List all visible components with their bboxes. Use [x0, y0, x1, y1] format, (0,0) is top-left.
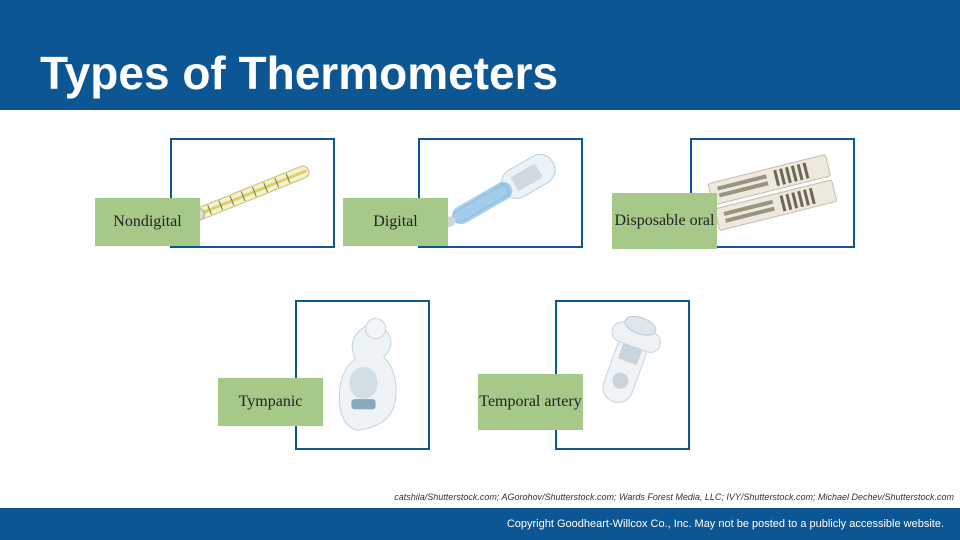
label-tympanic: Tympanic — [218, 378, 323, 426]
copyright-text: Copyright Goodheart-Willcox Co., Inc. Ma… — [507, 518, 944, 530]
footer-bar: Copyright Goodheart-Willcox Co., Inc. Ma… — [0, 508, 960, 540]
tympanic-thermometer-icon — [297, 302, 428, 448]
thermometer-image-tympanic — [295, 300, 430, 450]
label-temporal-artery: Temporal artery — [478, 374, 583, 430]
image-credits: catshila/Shutterstock.com; AGorohov/Shut… — [6, 492, 954, 502]
title-bar: Types of Thermometers — [0, 0, 960, 110]
slide: Types of Thermometers Nondigital — [0, 0, 960, 540]
content-area: Nondigital Digital — [0, 120, 960, 480]
label-disposable-oral: Disposable oral — [612, 193, 717, 249]
slide-title: Types of Thermometers — [0, 46, 558, 110]
label-nondigital: Nondigital — [95, 198, 200, 246]
label-digital: Digital — [343, 198, 448, 246]
